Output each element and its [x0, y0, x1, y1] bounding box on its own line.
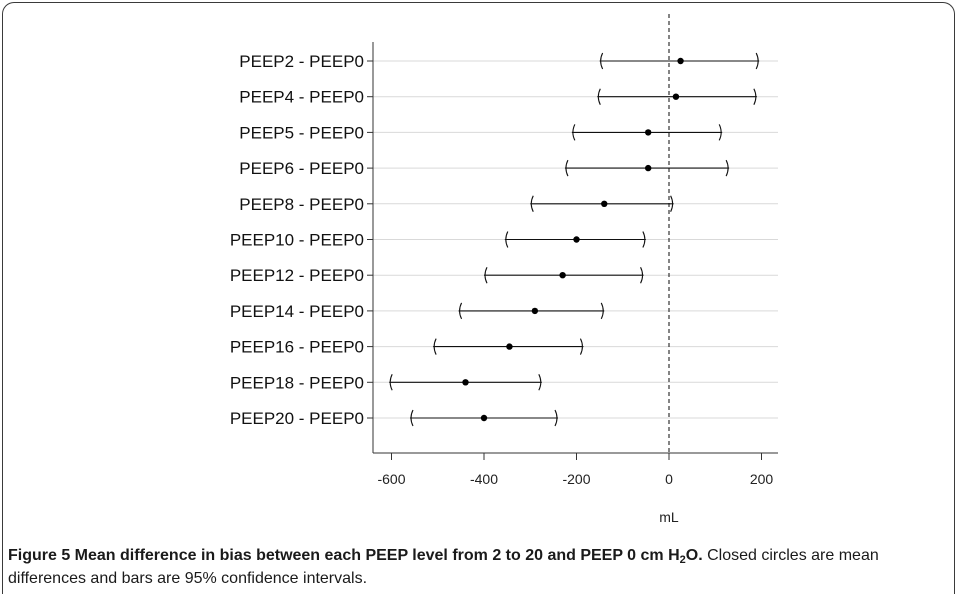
caption-subscript: 2	[679, 554, 686, 566]
category-label: PEEP5 - PEEP0	[239, 123, 364, 142]
caption-body: Closed circles are mean differences and …	[8, 547, 879, 587]
mean-point	[480, 414, 488, 422]
x-tick-label: -200	[562, 471, 590, 487]
x-tick-label: 200	[750, 471, 774, 487]
ci-upper-bracket	[640, 266, 644, 284]
mean-points	[462, 57, 684, 422]
category-label: PEEP16 - PEEP0	[230, 338, 364, 357]
category-label: PEEP18 - PEEP0	[230, 373, 364, 392]
ci-lower-bracket	[459, 302, 463, 320]
ci-lower-bracket	[565, 159, 569, 177]
x-tick-label: -600	[377, 471, 405, 487]
ci-lower-bracket	[597, 88, 601, 105]
category-label: PEEP12 - PEEP0	[230, 266, 364, 285]
mean-point	[644, 164, 652, 172]
ci-lower-bracket	[572, 124, 576, 141]
ci-upper-bracket	[755, 52, 759, 70]
ci-upper-bracket	[642, 231, 646, 248]
ci-upper-bracket	[725, 159, 729, 177]
category-label: PEEP2 - PEEP0	[239, 52, 364, 71]
forest-plot: PEEP2 - PEEP0 PEEP4 - PEEP0 PEEP5 - PEEP0 P…	[230, 14, 778, 525]
ci-lower-bracket	[600, 52, 604, 70]
ci-upper-bracket	[538, 374, 542, 391]
ci-upper-bracket	[718, 124, 722, 141]
category-label: PEEP8 - PEEP0	[239, 195, 364, 214]
mean-point	[462, 379, 469, 386]
x-tick-label: -400	[470, 471, 498, 487]
category-label: PEEP4 - PEEP0	[239, 88, 364, 107]
mean-point	[559, 272, 566, 279]
ci-upper-bracket	[579, 338, 583, 355]
mean-point	[506, 343, 513, 350]
category-label: PEEP6 - PEEP0	[239, 159, 364, 178]
figure-caption: Figure 5 Mean difference in bias between…	[8, 544, 948, 590]
x-axis-label: mL	[659, 509, 679, 525]
mean-point	[601, 200, 608, 207]
mean-point	[672, 93, 680, 100]
ci-lower-bracket	[530, 195, 534, 213]
category-label: PEEP10 - PEEP0	[230, 231, 364, 250]
ci-lower-bracket	[433, 338, 437, 355]
ci-upper-bracket	[670, 195, 674, 213]
ci-lower-bracket	[410, 409, 414, 427]
ci-lower-bracket	[484, 266, 488, 284]
ci-upper-bracket	[554, 409, 558, 427]
figure-label: Figure 5	[8, 547, 71, 564]
ci-upper-bracket	[600, 302, 604, 320]
category-label: PEEP20 - PEEP0	[230, 409, 364, 428]
mean-point	[677, 57, 684, 65]
caption-title: Mean difference in bias between each PEE…	[70, 547, 680, 564]
caption-title-end: O.	[685, 547, 703, 564]
x-ticks: -600 -400 -200 0 200	[377, 453, 773, 487]
category-label: PEEP14 - PEEP0	[230, 302, 364, 321]
mean-point	[644, 129, 652, 136]
axes	[372, 42, 778, 454]
ci-upper-bracket	[753, 88, 757, 105]
ci-lower-bracket	[389, 374, 393, 391]
category-labels: PEEP2 - PEEP0 PEEP4 - PEEP0 PEEP5 - PEEP0 P…	[230, 52, 373, 428]
x-tick-label: 0	[665, 471, 673, 487]
mean-point	[573, 236, 580, 243]
mean-point	[531, 307, 539, 315]
ci-lower-bracket	[505, 231, 509, 248]
